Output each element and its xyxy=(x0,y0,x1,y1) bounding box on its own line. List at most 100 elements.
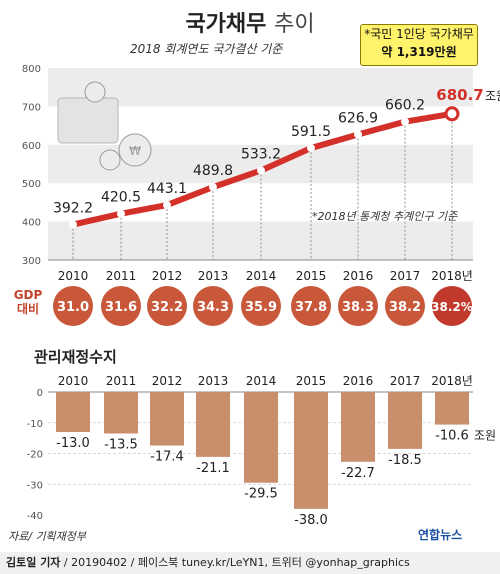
gdp-ratio-circle xyxy=(338,286,378,326)
bar-value-label: -22.7 xyxy=(341,466,375,481)
footer-rest: / 20190402 / 페이스북 tuney.kr/LeYN1, 트위터 @y… xyxy=(60,556,410,569)
gdp-ratio-value: 31.6 xyxy=(105,300,137,315)
grid-band xyxy=(48,221,473,260)
x-tick-label: 2011 xyxy=(106,269,137,283)
x-tick-label: 2018년 xyxy=(431,269,473,283)
bar xyxy=(341,392,375,462)
source-note: 자료/ 기획재정부 xyxy=(8,530,87,543)
value-label: 660.2 xyxy=(385,98,425,114)
gdp-ratio-value: 38.3 xyxy=(342,300,374,315)
value-label: 392.2 xyxy=(53,201,93,217)
money-bag-icon xyxy=(99,149,121,171)
gdp-ratio-value: 37.8 xyxy=(295,300,327,315)
gdp-label-line2: 대비 xyxy=(16,302,40,316)
gdp-ratio-circle xyxy=(147,286,187,326)
data-point xyxy=(257,166,265,175)
data-point xyxy=(163,201,171,210)
footer-credit: 김토일 기자 / 20190402 / 페이스북 tuney.kr/LeYN1,… xyxy=(0,552,500,574)
y-tick-label: 500 xyxy=(22,179,41,190)
bar-value-label: -18.5 xyxy=(388,453,422,468)
callout-line1: *국민 1인당 국가채무 xyxy=(364,27,474,41)
y-tick-label: -30 xyxy=(27,480,43,491)
bar-value-label: -21.1 xyxy=(196,461,230,476)
x-tick-label: 2017 xyxy=(390,269,421,283)
y-tick-label: -40 xyxy=(27,511,43,522)
data-point xyxy=(209,183,217,192)
bar-value-label: -38.0 xyxy=(294,513,328,528)
title-main: 국가채무 xyxy=(185,12,267,37)
gdp-ratio-circle xyxy=(101,286,141,326)
gdp-ratio-circle xyxy=(432,286,472,326)
data-point xyxy=(69,220,77,229)
x-tick-label: 2018년 xyxy=(431,374,473,388)
gdp-ratio-value: 34.3 xyxy=(197,300,229,315)
grid-band xyxy=(48,68,473,107)
value-label: 420.5 xyxy=(101,190,141,206)
won-sign-icon: ₩ xyxy=(129,144,141,158)
chart-subtitle: 2018 회계연도 국가결산 기준 xyxy=(130,42,283,56)
gdp-ratio-circle xyxy=(193,286,233,326)
x-tick-label: 2014 xyxy=(246,269,277,283)
per-capita-callout: *국민 1인당 국가채무 약 1,319만원 xyxy=(360,24,478,66)
footer-author: 김토일 기자 xyxy=(6,556,61,569)
y-tick-label: -20 xyxy=(27,450,43,461)
x-tick-label: 2016 xyxy=(343,374,374,388)
bar-value-label: -10.6 xyxy=(435,429,469,444)
bar xyxy=(56,392,90,432)
y-tick-label: 400 xyxy=(22,218,41,229)
value-label: 533.2 xyxy=(241,146,281,162)
data-point xyxy=(307,144,315,153)
bar xyxy=(150,392,184,446)
population-note: *2018년 통계청 추계인구 기준 xyxy=(312,210,458,223)
x-tick-label: 2013 xyxy=(198,374,229,388)
bar xyxy=(104,392,138,434)
x-tick-label: 2011 xyxy=(106,374,137,388)
unit-label: 조원 xyxy=(485,89,500,103)
y-tick-label: 600 xyxy=(22,141,41,152)
x-tick-label: 2010 xyxy=(58,269,89,283)
bar-value-label: -13.0 xyxy=(56,436,90,451)
value-label: 591.5 xyxy=(291,124,331,140)
bar xyxy=(435,392,469,425)
y-tick-label: 300 xyxy=(22,256,41,267)
x-tick-label: 2017 xyxy=(390,374,421,388)
y-tick-label: 0 xyxy=(37,388,43,399)
chart-title: 국가채무 추이 xyxy=(0,6,500,38)
x-tick-label: 2012 xyxy=(152,374,183,388)
gdp-ratio-circle xyxy=(53,286,93,326)
bar xyxy=(388,392,422,449)
bar-value-label: -17.4 xyxy=(150,450,184,465)
unit-label: 조원 xyxy=(474,429,496,443)
value-label: 626.9 xyxy=(338,110,378,126)
gdp-ratio-circle xyxy=(291,286,331,326)
value-label: 489.8 xyxy=(193,163,233,179)
gdp-ratio-value: 38.2% xyxy=(431,300,473,314)
gdp-label-line1: GDP xyxy=(13,288,43,302)
bar-value-label: -13.5 xyxy=(104,438,138,453)
data-point xyxy=(444,106,460,122)
yonhap-logo: 연합뉴스 xyxy=(418,528,463,542)
illustration-desk-icon xyxy=(57,97,119,144)
money-bag-icon xyxy=(118,133,152,167)
illustration-person-icon xyxy=(84,81,106,103)
x-tick-label: 2010 xyxy=(58,374,89,388)
x-tick-label: 2016 xyxy=(343,269,374,283)
gdp-ratio-label: GDP 대비 xyxy=(8,288,48,316)
gdp-ratio-circle xyxy=(241,286,281,326)
gdp-ratio-value: 35.9 xyxy=(245,300,277,315)
fiscal-balance-title: 관리재정수지 xyxy=(34,348,117,366)
bar xyxy=(196,392,230,457)
data-point xyxy=(401,117,409,126)
bar-value-label: -29.5 xyxy=(244,487,278,502)
y-tick-label: 700 xyxy=(22,102,41,113)
gdp-ratio-circle xyxy=(385,286,425,326)
gdp-ratio-value: 38.2 xyxy=(389,300,421,315)
gdp-ratio-value: 32.2 xyxy=(151,300,183,315)
bar xyxy=(294,392,328,509)
x-tick-label: 2015 xyxy=(296,374,327,388)
x-tick-label: 2014 xyxy=(246,374,277,388)
value-label: 680.7 xyxy=(436,86,483,104)
value-label: 443.1 xyxy=(147,181,187,197)
gdp-ratio-value: 31.0 xyxy=(57,300,89,315)
